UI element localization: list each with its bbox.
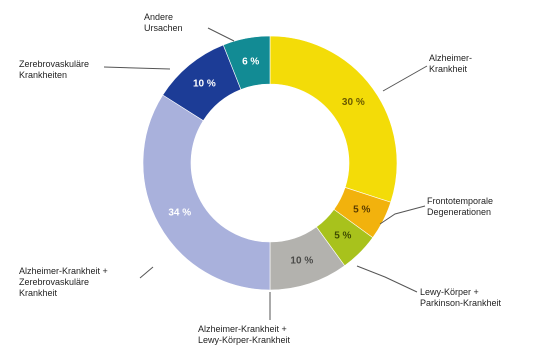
label-cerebrovascular: Zerebrovaskuläre Krankheiten [19, 59, 90, 80]
leader-line-cerebrovascular [103, 66, 171, 70]
leader-line-lewy-parkinson [356, 265, 418, 293]
pct-label-alzheimer: 30 % [342, 97, 365, 108]
slice-other-causes [222, 35, 271, 90]
leader-line-other-causes [207, 27, 235, 42]
label-other-causes: Andere Ursachen [144, 12, 183, 33]
pct-label-other-causes: 6 % [242, 56, 259, 67]
label-frontotemporal: Frontotemporale Degenerationen [427, 196, 494, 217]
leader-line-alz-cerebrovascular [139, 266, 154, 279]
pct-label-lewy-parkinson: 5 % [334, 230, 351, 241]
leader-line-frontotemporal [379, 205, 426, 225]
label-alz-lewy: Alzheimer-Krankheit + Lewy-Körper-Krankh… [198, 324, 291, 345]
pct-label-alz-cerebrovascular: 34 % [168, 207, 191, 218]
pct-label-cerebrovascular: 10 % [193, 78, 216, 89]
pct-label-frontotemporal: 5 % [353, 204, 370, 215]
slice-alz-cerebrovascular [142, 94, 271, 291]
leader-line-alzheimer [382, 65, 428, 92]
label-alz-cerebrovascular: Alzheimer-Krankheit + Zerebrovaskuläre K… [19, 266, 108, 298]
label-lewy-parkinson: Lewy-Körper + Parkinson-Krankheit [420, 287, 502, 308]
pct-label-alz-lewy: 10 % [290, 256, 313, 267]
slice-alzheimer [269, 35, 398, 203]
label-alzheimer: Alzheimer- Krankheit [429, 53, 473, 74]
